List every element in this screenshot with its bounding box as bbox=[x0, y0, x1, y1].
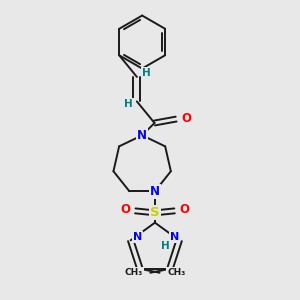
Text: H: H bbox=[161, 241, 170, 251]
Text: H: H bbox=[142, 68, 151, 78]
Text: S: S bbox=[150, 206, 160, 219]
Text: O: O bbox=[179, 203, 189, 216]
Text: CH₃: CH₃ bbox=[167, 268, 186, 277]
Text: N: N bbox=[150, 185, 160, 198]
Text: O: O bbox=[181, 112, 191, 124]
Text: H: H bbox=[124, 99, 132, 110]
Text: N: N bbox=[133, 232, 142, 242]
Text: O: O bbox=[121, 203, 130, 216]
Text: N: N bbox=[170, 232, 179, 242]
Text: N: N bbox=[137, 129, 147, 142]
Text: CH₃: CH₃ bbox=[124, 268, 142, 277]
